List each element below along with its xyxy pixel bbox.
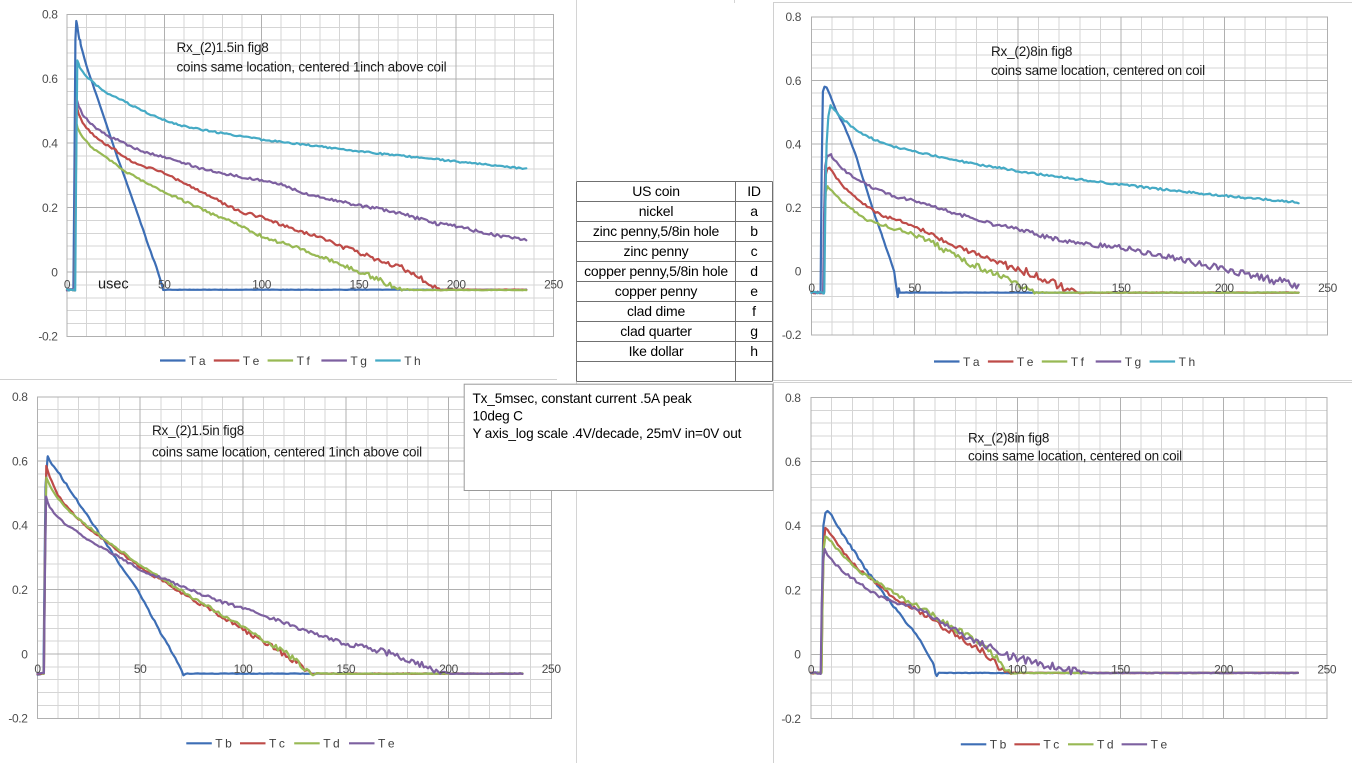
- svg-text:coins same location, centered: coins same location, centered 1inch abov…: [152, 445, 422, 460]
- svg-text:T e: T e: [1017, 355, 1034, 369]
- svg-text:50: 50: [908, 281, 921, 295]
- svg-text:200: 200: [1215, 281, 1235, 295]
- svg-text:T c: T c: [269, 737, 285, 751]
- svg-text:h: h: [750, 343, 758, 359]
- svg-text:250: 250: [544, 277, 564, 291]
- svg-text:T h: T h: [1179, 355, 1195, 369]
- svg-text:T d: T d: [323, 737, 339, 751]
- svg-text:0.2: 0.2: [786, 201, 802, 215]
- svg-text:T d: T d: [1097, 738, 1113, 752]
- svg-text:T a: T a: [963, 355, 980, 369]
- svg-text:250: 250: [1317, 663, 1337, 677]
- svg-text:0.2: 0.2: [785, 583, 801, 597]
- svg-text:usec: usec: [98, 277, 129, 293]
- svg-text:T e: T e: [243, 354, 260, 368]
- svg-text:T c: T c: [1043, 738, 1059, 752]
- svg-text:copper penny,5/8in hole: copper penny,5/8in hole: [584, 263, 728, 279]
- svg-text:g: g: [750, 323, 758, 339]
- svg-text:Rx_(2)1.5in fig8: Rx_(2)1.5in fig8: [152, 423, 244, 438]
- svg-text:T a: T a: [189, 354, 206, 368]
- svg-text:0.6: 0.6: [12, 454, 28, 468]
- svg-text:c: c: [751, 243, 758, 259]
- svg-text:-0.2: -0.2: [781, 712, 801, 726]
- svg-text:US coin: US coin: [632, 183, 680, 199]
- svg-text:0.4: 0.4: [785, 519, 801, 533]
- svg-text:0.8: 0.8: [12, 390, 28, 404]
- svg-text:T b: T b: [990, 738, 1007, 752]
- svg-text:0: 0: [808, 663, 815, 677]
- svg-text:T f: T f: [1071, 355, 1085, 369]
- svg-text:0: 0: [795, 265, 802, 279]
- svg-text:T g: T g: [350, 354, 366, 368]
- svg-text:Rx_(2)8in fig8: Rx_(2)8in fig8: [991, 44, 1072, 59]
- svg-text:0: 0: [64, 277, 71, 291]
- svg-text:10deg C: 10deg C: [473, 408, 524, 423]
- svg-text:coins same location, centered: coins same location, centered on coil: [991, 63, 1205, 78]
- svg-text:0.8: 0.8: [786, 10, 802, 24]
- svg-text:0.6: 0.6: [786, 74, 802, 88]
- svg-text:0.8: 0.8: [785, 391, 801, 405]
- svg-text:Ike dollar: Ike dollar: [629, 343, 684, 359]
- svg-text:200: 200: [447, 277, 467, 291]
- svg-text:copper penny: copper penny: [615, 283, 698, 299]
- svg-text:0.6: 0.6: [785, 455, 801, 469]
- svg-text:100: 100: [1008, 281, 1028, 295]
- svg-text:T e: T e: [378, 737, 395, 751]
- svg-text:clad quarter: clad quarter: [620, 323, 692, 339]
- svg-text:f: f: [752, 303, 756, 319]
- svg-text:T h: T h: [404, 354, 420, 368]
- svg-text:150: 150: [336, 662, 356, 676]
- svg-text:-0.2: -0.2: [38, 330, 58, 344]
- svg-text:250: 250: [1318, 281, 1338, 295]
- svg-text:T b: T b: [215, 737, 232, 751]
- svg-text:100: 100: [234, 662, 254, 676]
- svg-text:T g: T g: [1125, 355, 1141, 369]
- svg-text:250: 250: [542, 662, 562, 676]
- svg-text:100: 100: [252, 277, 272, 291]
- svg-text:50: 50: [158, 277, 171, 291]
- svg-text:0: 0: [21, 647, 28, 661]
- svg-text:T e: T e: [1151, 738, 1168, 752]
- svg-text:200: 200: [439, 662, 459, 676]
- svg-text:150: 150: [1111, 663, 1131, 677]
- svg-text:200: 200: [1214, 663, 1234, 677]
- svg-text:e: e: [750, 283, 758, 299]
- svg-text:0: 0: [51, 265, 58, 279]
- svg-text:a: a: [750, 203, 758, 219]
- svg-text:0.4: 0.4: [12, 519, 28, 533]
- svg-text:50: 50: [908, 663, 921, 677]
- svg-text:Rx_(2)8in fig8: Rx_(2)8in fig8: [968, 431, 1049, 446]
- svg-text:zinc penny: zinc penny: [624, 243, 689, 259]
- svg-text:T f: T f: [297, 354, 311, 368]
- svg-text:0: 0: [808, 281, 815, 295]
- svg-text:b: b: [750, 223, 758, 239]
- svg-text:coins same location, centered: coins same location, centered on coil: [968, 449, 1182, 464]
- svg-text:150: 150: [1112, 281, 1132, 295]
- svg-text:0.6: 0.6: [42, 72, 58, 86]
- svg-text:-0.2: -0.2: [782, 328, 802, 342]
- svg-text:Tx_5msec, constant current .5A: Tx_5msec, constant current .5A peak: [473, 391, 693, 406]
- svg-text:clad dime: clad dime: [627, 303, 686, 319]
- svg-text:coins same location, centered: coins same location, centered 1inch abov…: [177, 59, 447, 74]
- svg-text:ID: ID: [747, 183, 761, 199]
- svg-text:50: 50: [134, 662, 147, 676]
- svg-text:150: 150: [349, 277, 369, 291]
- svg-text:Y axis_log scale .4V/decade, 2: Y axis_log scale .4V/decade, 25mV in=0V …: [473, 426, 742, 441]
- svg-text:0.4: 0.4: [42, 137, 58, 151]
- svg-text:-0.2: -0.2: [8, 712, 28, 726]
- svg-text:0.2: 0.2: [12, 583, 28, 597]
- svg-text:Rx_(2)1.5in fig8: Rx_(2)1.5in fig8: [177, 40, 269, 55]
- svg-text:zinc penny,5/8in hole: zinc penny,5/8in hole: [593, 223, 720, 239]
- svg-text:0: 0: [34, 662, 41, 676]
- svg-text:0.2: 0.2: [42, 201, 58, 215]
- svg-text:0: 0: [794, 648, 801, 662]
- svg-text:d: d: [750, 263, 758, 279]
- svg-text:100: 100: [1008, 663, 1028, 677]
- svg-text:0.8: 0.8: [42, 8, 58, 22]
- svg-text:0.4: 0.4: [786, 137, 802, 151]
- svg-text:nickel: nickel: [639, 203, 674, 219]
